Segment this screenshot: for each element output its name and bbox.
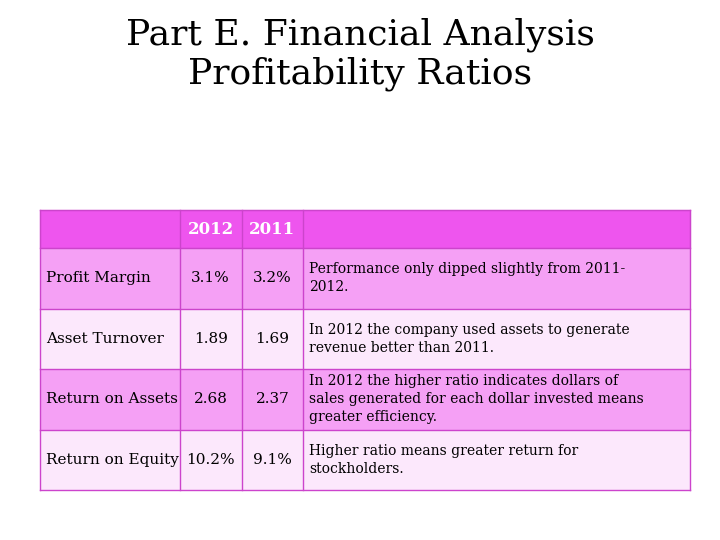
Bar <box>40 248 690 308</box>
Text: Return on Assets: Return on Assets <box>46 392 178 406</box>
Text: Part E. Financial Analysis
Profitability Ratios: Part E. Financial Analysis Profitability… <box>125 18 595 91</box>
Text: 9.1%: 9.1% <box>253 453 292 467</box>
Text: 2.37: 2.37 <box>256 392 289 406</box>
Text: Asset Turnover: Asset Turnover <box>46 332 164 346</box>
Text: 1.89: 1.89 <box>194 332 228 346</box>
Bar <box>40 429 690 490</box>
Text: Return on Equity: Return on Equity <box>46 453 179 467</box>
Text: 1.69: 1.69 <box>256 332 289 346</box>
Bar <box>40 369 690 429</box>
Text: Performance only dipped slightly from 2011-
2012.: Performance only dipped slightly from 20… <box>310 262 626 294</box>
Text: 2011: 2011 <box>249 220 295 238</box>
Text: In 2012 the company used assets to generate
revenue better than 2011.: In 2012 the company used assets to gener… <box>310 323 630 355</box>
Text: Profit Margin: Profit Margin <box>46 271 150 285</box>
Text: 10.2%: 10.2% <box>186 453 235 467</box>
Text: 3.2%: 3.2% <box>253 271 292 285</box>
Text: 2.68: 2.68 <box>194 392 228 406</box>
Bar <box>40 210 690 248</box>
Text: Higher ratio means greater return for
stockholders.: Higher ratio means greater return for st… <box>310 444 578 476</box>
Text: In 2012 the higher ratio indicates dollars of
sales generated for each dollar in: In 2012 the higher ratio indicates dolla… <box>310 374 644 424</box>
Bar <box>40 308 690 369</box>
Text: 2012: 2012 <box>187 220 234 238</box>
Text: 3.1%: 3.1% <box>192 271 230 285</box>
